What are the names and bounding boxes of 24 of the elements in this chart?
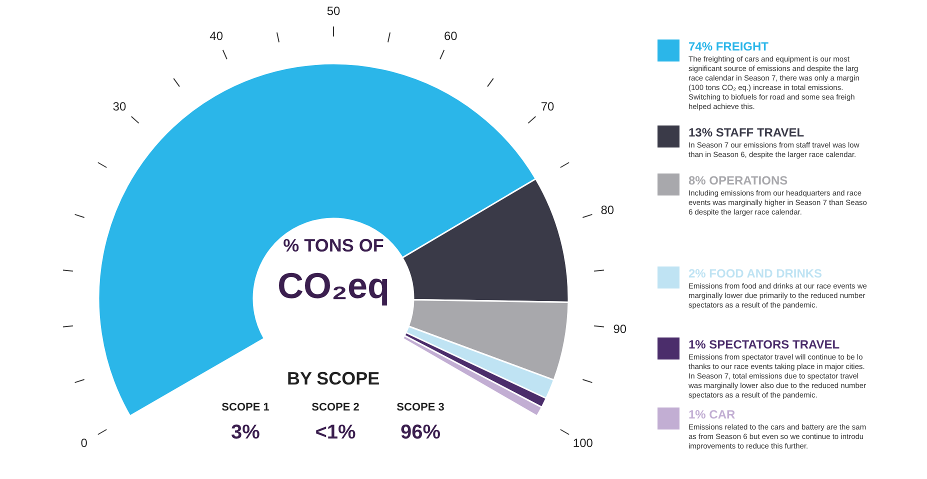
- text: CO₂eq: [277, 265, 390, 306]
- text: 80: [600, 203, 614, 218]
- text: 40: [210, 28, 224, 43]
- text: BY SCOPE: [286, 368, 380, 388]
- legend-label: 74% FREIGHT: [688, 40, 770, 54]
- text: 50: [326, 4, 340, 18]
- text: 0: [80, 436, 88, 450]
- text: SCOPE 1: [222, 402, 270, 414]
- legend-label: 8% OPERATIONS: [688, 174, 788, 188]
- text: 100: [572, 436, 594, 450]
- legend-label: 2% FOOD AND DRINKS: [688, 266, 822, 280]
- text: 60: [444, 28, 458, 43]
- text: 70: [540, 99, 555, 114]
- text: SCOPE 2: [312, 402, 360, 414]
- legend-label: 1% SPECTATORS TRAVEL: [688, 338, 840, 352]
- text: 30: [112, 99, 126, 114]
- legend-label: 1% CAR: [688, 408, 736, 422]
- text: % TONS OF: [283, 236, 384, 256]
- text: 3%: [231, 422, 260, 444]
- text: 90: [613, 322, 627, 336]
- legend-label: 13% STAFF TRAVEL: [688, 126, 804, 140]
- text: SCOPE 3: [396, 402, 444, 414]
- text: 96%: [400, 422, 441, 444]
- text: <1%: [315, 422, 356, 444]
